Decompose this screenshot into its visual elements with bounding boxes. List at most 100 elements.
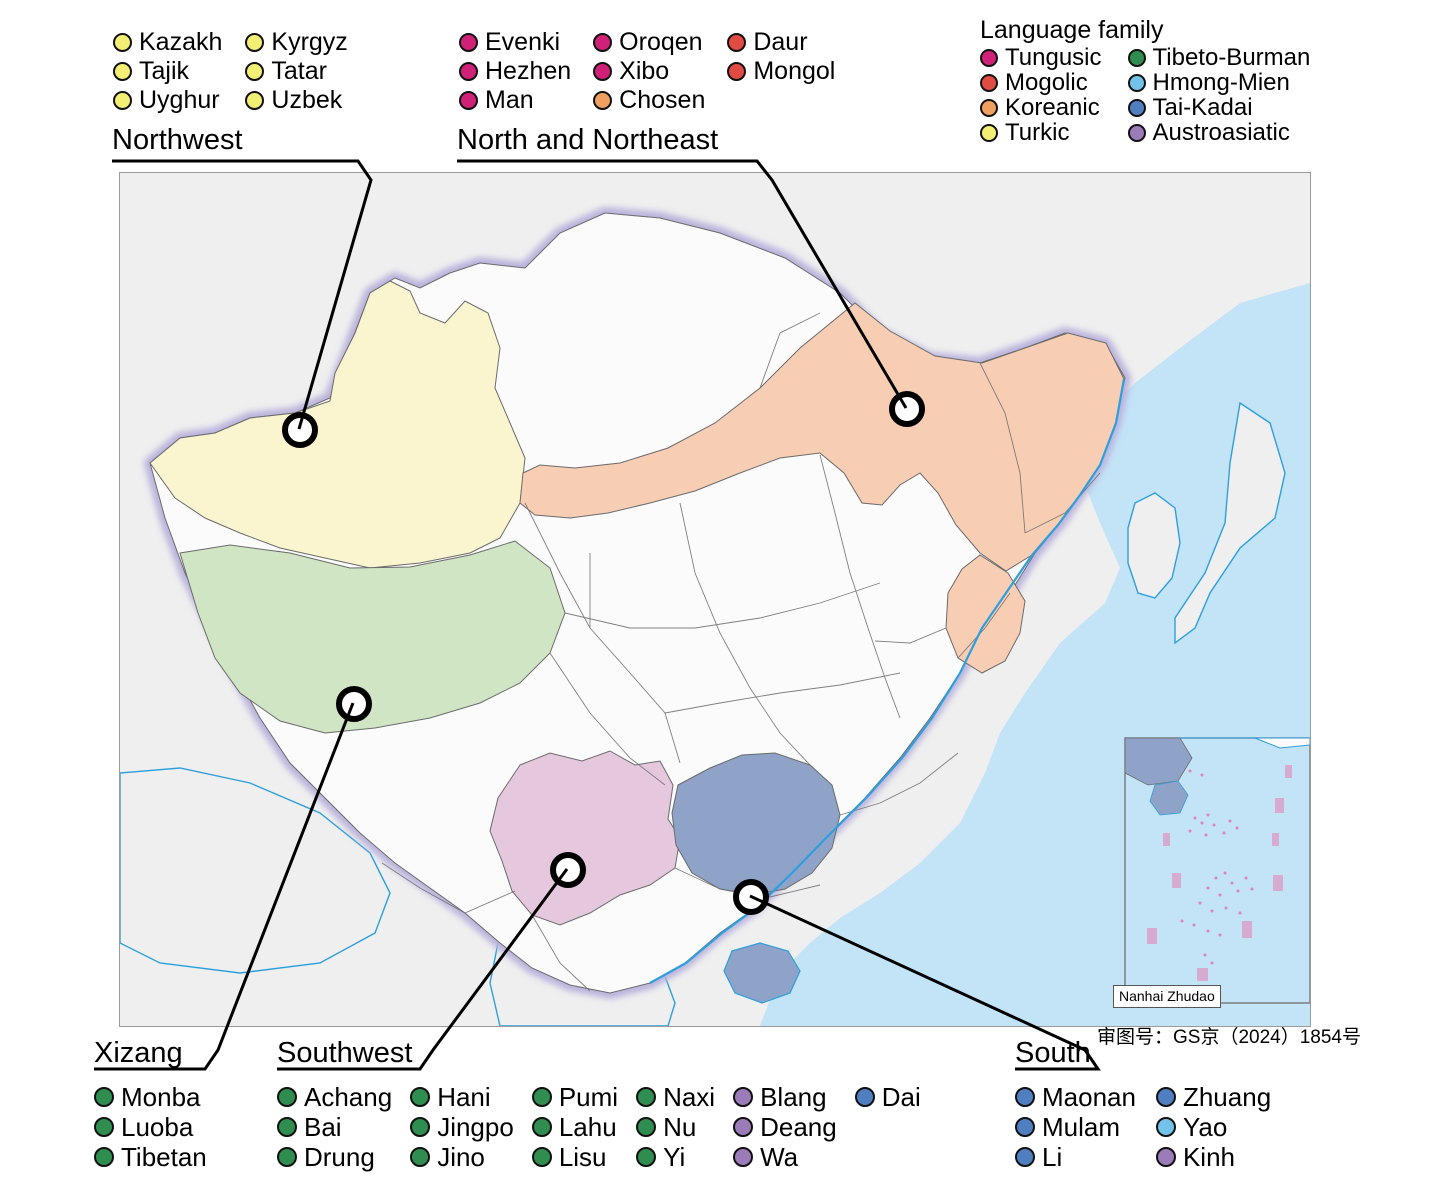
legend-item[interactable]: Tibeto-Burman (1127, 44, 1311, 71)
legend-item[interactable]: Daur (727, 28, 835, 57)
legend-item[interactable]: Dai (854, 1082, 921, 1112)
legend-swatch-icon (113, 62, 132, 81)
legend-language-family-col-0: Tungusic Mogolic Koreanic Turkic (980, 45, 1102, 145)
legend-item[interactable]: Tibetan (94, 1142, 207, 1172)
legend-item[interactable]: Kyrgyz (245, 28, 348, 57)
legend-swatch-icon (459, 62, 478, 81)
legend-item[interactable]: Hmong-Mien (1127, 70, 1311, 95)
marker-north-northeast[interactable] (889, 391, 925, 427)
legend-item[interactable]: Li (1015, 1142, 1136, 1172)
legend-item[interactable]: Xibo (593, 57, 705, 86)
legend-item[interactable]: Blang (733, 1082, 837, 1112)
legend-item[interactable]: Zhuang (1155, 1082, 1271, 1112)
marker-south[interactable] (733, 879, 769, 915)
legend-item-label: Tajik (139, 57, 190, 85)
legend-item[interactable]: Jino (410, 1142, 514, 1172)
legend-item[interactable]: Bai (277, 1112, 392, 1142)
legend-item[interactable]: Uyghur (113, 86, 222, 115)
legend-item-label: Xibo (619, 57, 670, 85)
legend-item[interactable]: Tai-Kadai (1127, 95, 1311, 120)
legend-item-label: Tibeto-Burman (1152, 44, 1311, 71)
legend-item[interactable]: Lahu (531, 1112, 618, 1142)
legend-swatch-icon (980, 98, 998, 117)
legend-item[interactable]: Wa (733, 1142, 837, 1172)
legend-south-col-1: Zhuang Yao Kinh (1155, 1082, 1271, 1172)
legend-swatch-icon (733, 1117, 754, 1137)
legend-item[interactable]: Mongol (727, 57, 835, 86)
inset-map-nanhai-zhudao[interactable] (1124, 737, 1310, 1004)
legend-swatch-icon (1015, 1087, 1035, 1107)
legend-swatch-icon (733, 1147, 754, 1167)
legend-item[interactable]: Hani (410, 1082, 514, 1112)
legend-item[interactable]: Maonan (1015, 1082, 1136, 1112)
legend-item[interactable]: Oroqen (593, 28, 705, 57)
legend-swatch-icon (410, 1117, 431, 1137)
legend-item-label: Mulam (1042, 1112, 1121, 1142)
legend-item[interactable]: Turkic (980, 120, 1102, 145)
map-canvas[interactable] (119, 172, 1311, 1027)
legend-swatch-icon (593, 91, 613, 110)
marker-northwest[interactable] (282, 412, 318, 448)
legend-swatch-icon (980, 73, 998, 92)
legend-xizang: Monba Luoba Tibetan (94, 1082, 207, 1172)
legend-item[interactable]: Achang (277, 1082, 392, 1112)
legend-item[interactable]: Kazakh (113, 28, 222, 57)
legend-item[interactable]: Yao (1155, 1112, 1271, 1142)
legend-item[interactable]: Chosen (593, 86, 705, 115)
legend-item[interactable]: Hezhen (459, 57, 571, 86)
legend-swatch-icon (245, 33, 265, 52)
marker-southwest[interactable] (550, 852, 586, 888)
legend-item-label: Evenki (485, 28, 561, 56)
legend-item-label: Turkic (1005, 119, 1070, 146)
legend-item-label: Mogolic (1005, 69, 1088, 96)
legend-item[interactable]: Tungusic (980, 45, 1102, 70)
legend-swatch-icon (727, 62, 747, 81)
legend-swatch-icon (531, 1117, 552, 1137)
legend-item-label: Nu (663, 1112, 697, 1142)
legend-item[interactable]: Yi (636, 1142, 715, 1172)
legend-northwest: Kazakh Tajik Uyghur Kyrgyz Tatar Uzbek (113, 28, 348, 115)
legend-item-label: Maonan (1042, 1082, 1136, 1112)
region-fill-south (671, 752, 841, 896)
legend-language-family-col-1: Tibeto-Burman Hmong-Mien Tai-Kadai Austr… (1127, 44, 1311, 145)
legend-item[interactable]: Kinh (1155, 1142, 1271, 1172)
legend-item-label: Jino (437, 1142, 485, 1172)
legend-item-label: Man (485, 86, 534, 114)
legend-swatch-icon (1127, 73, 1146, 92)
legend-item-label: Daur (753, 28, 808, 56)
marker-xizang[interactable] (336, 686, 372, 722)
legend-item[interactable]: Mulam (1015, 1112, 1136, 1142)
legend-item[interactable]: Jingpo (410, 1112, 514, 1142)
legend-item-label: Bai (304, 1112, 342, 1142)
legend-item-label: Uyghur (139, 86, 220, 114)
legend-southwest-col-1: Hani Jingpo Jino (410, 1082, 514, 1172)
legend-item[interactable]: Deang (733, 1112, 837, 1142)
china-map (120, 173, 1310, 1026)
legend-item[interactable]: Nu (636, 1112, 715, 1142)
legend-swatch-icon (277, 1117, 297, 1137)
legend-item[interactable]: Pumi (531, 1082, 618, 1112)
legend-item[interactable]: Koreanic (980, 95, 1102, 120)
legend-item[interactable]: Austroasiatic (1127, 120, 1311, 145)
legend-item[interactable]: Luoba (94, 1112, 207, 1142)
legend-item[interactable]: Uzbek (245, 86, 347, 115)
legend-item-label: Luoba (121, 1112, 194, 1142)
legend-swatch-icon (531, 1147, 552, 1167)
legend-item[interactable]: Drung (277, 1142, 392, 1172)
legend-item[interactable]: Tajik (113, 57, 222, 86)
legend-item[interactable]: Monba (94, 1082, 207, 1112)
legend-item[interactable]: Mogolic (980, 70, 1102, 95)
legend-swatch-icon (94, 1087, 114, 1107)
legend-north-northeast-col-2: Daur Mongol (727, 28, 835, 115)
legend-item[interactable]: Man (459, 86, 571, 115)
legend-item[interactable]: Naxi (636, 1082, 715, 1112)
region-fill-northeast-lobe (945, 554, 1026, 674)
region-label-north-and-northeast: North and Northeast (457, 124, 719, 156)
legend-swatch-icon (410, 1147, 431, 1167)
legend-item[interactable]: Tatar (245, 57, 347, 86)
legend-northwest-col-0: Kazakh Tajik Uyghur (113, 28, 222, 115)
legend-item-label: Yi (663, 1142, 686, 1172)
legend-item[interactable]: Evenki (459, 28, 571, 57)
legend-swatch-icon (459, 91, 478, 110)
legend-item[interactable]: Lisu (531, 1142, 618, 1172)
